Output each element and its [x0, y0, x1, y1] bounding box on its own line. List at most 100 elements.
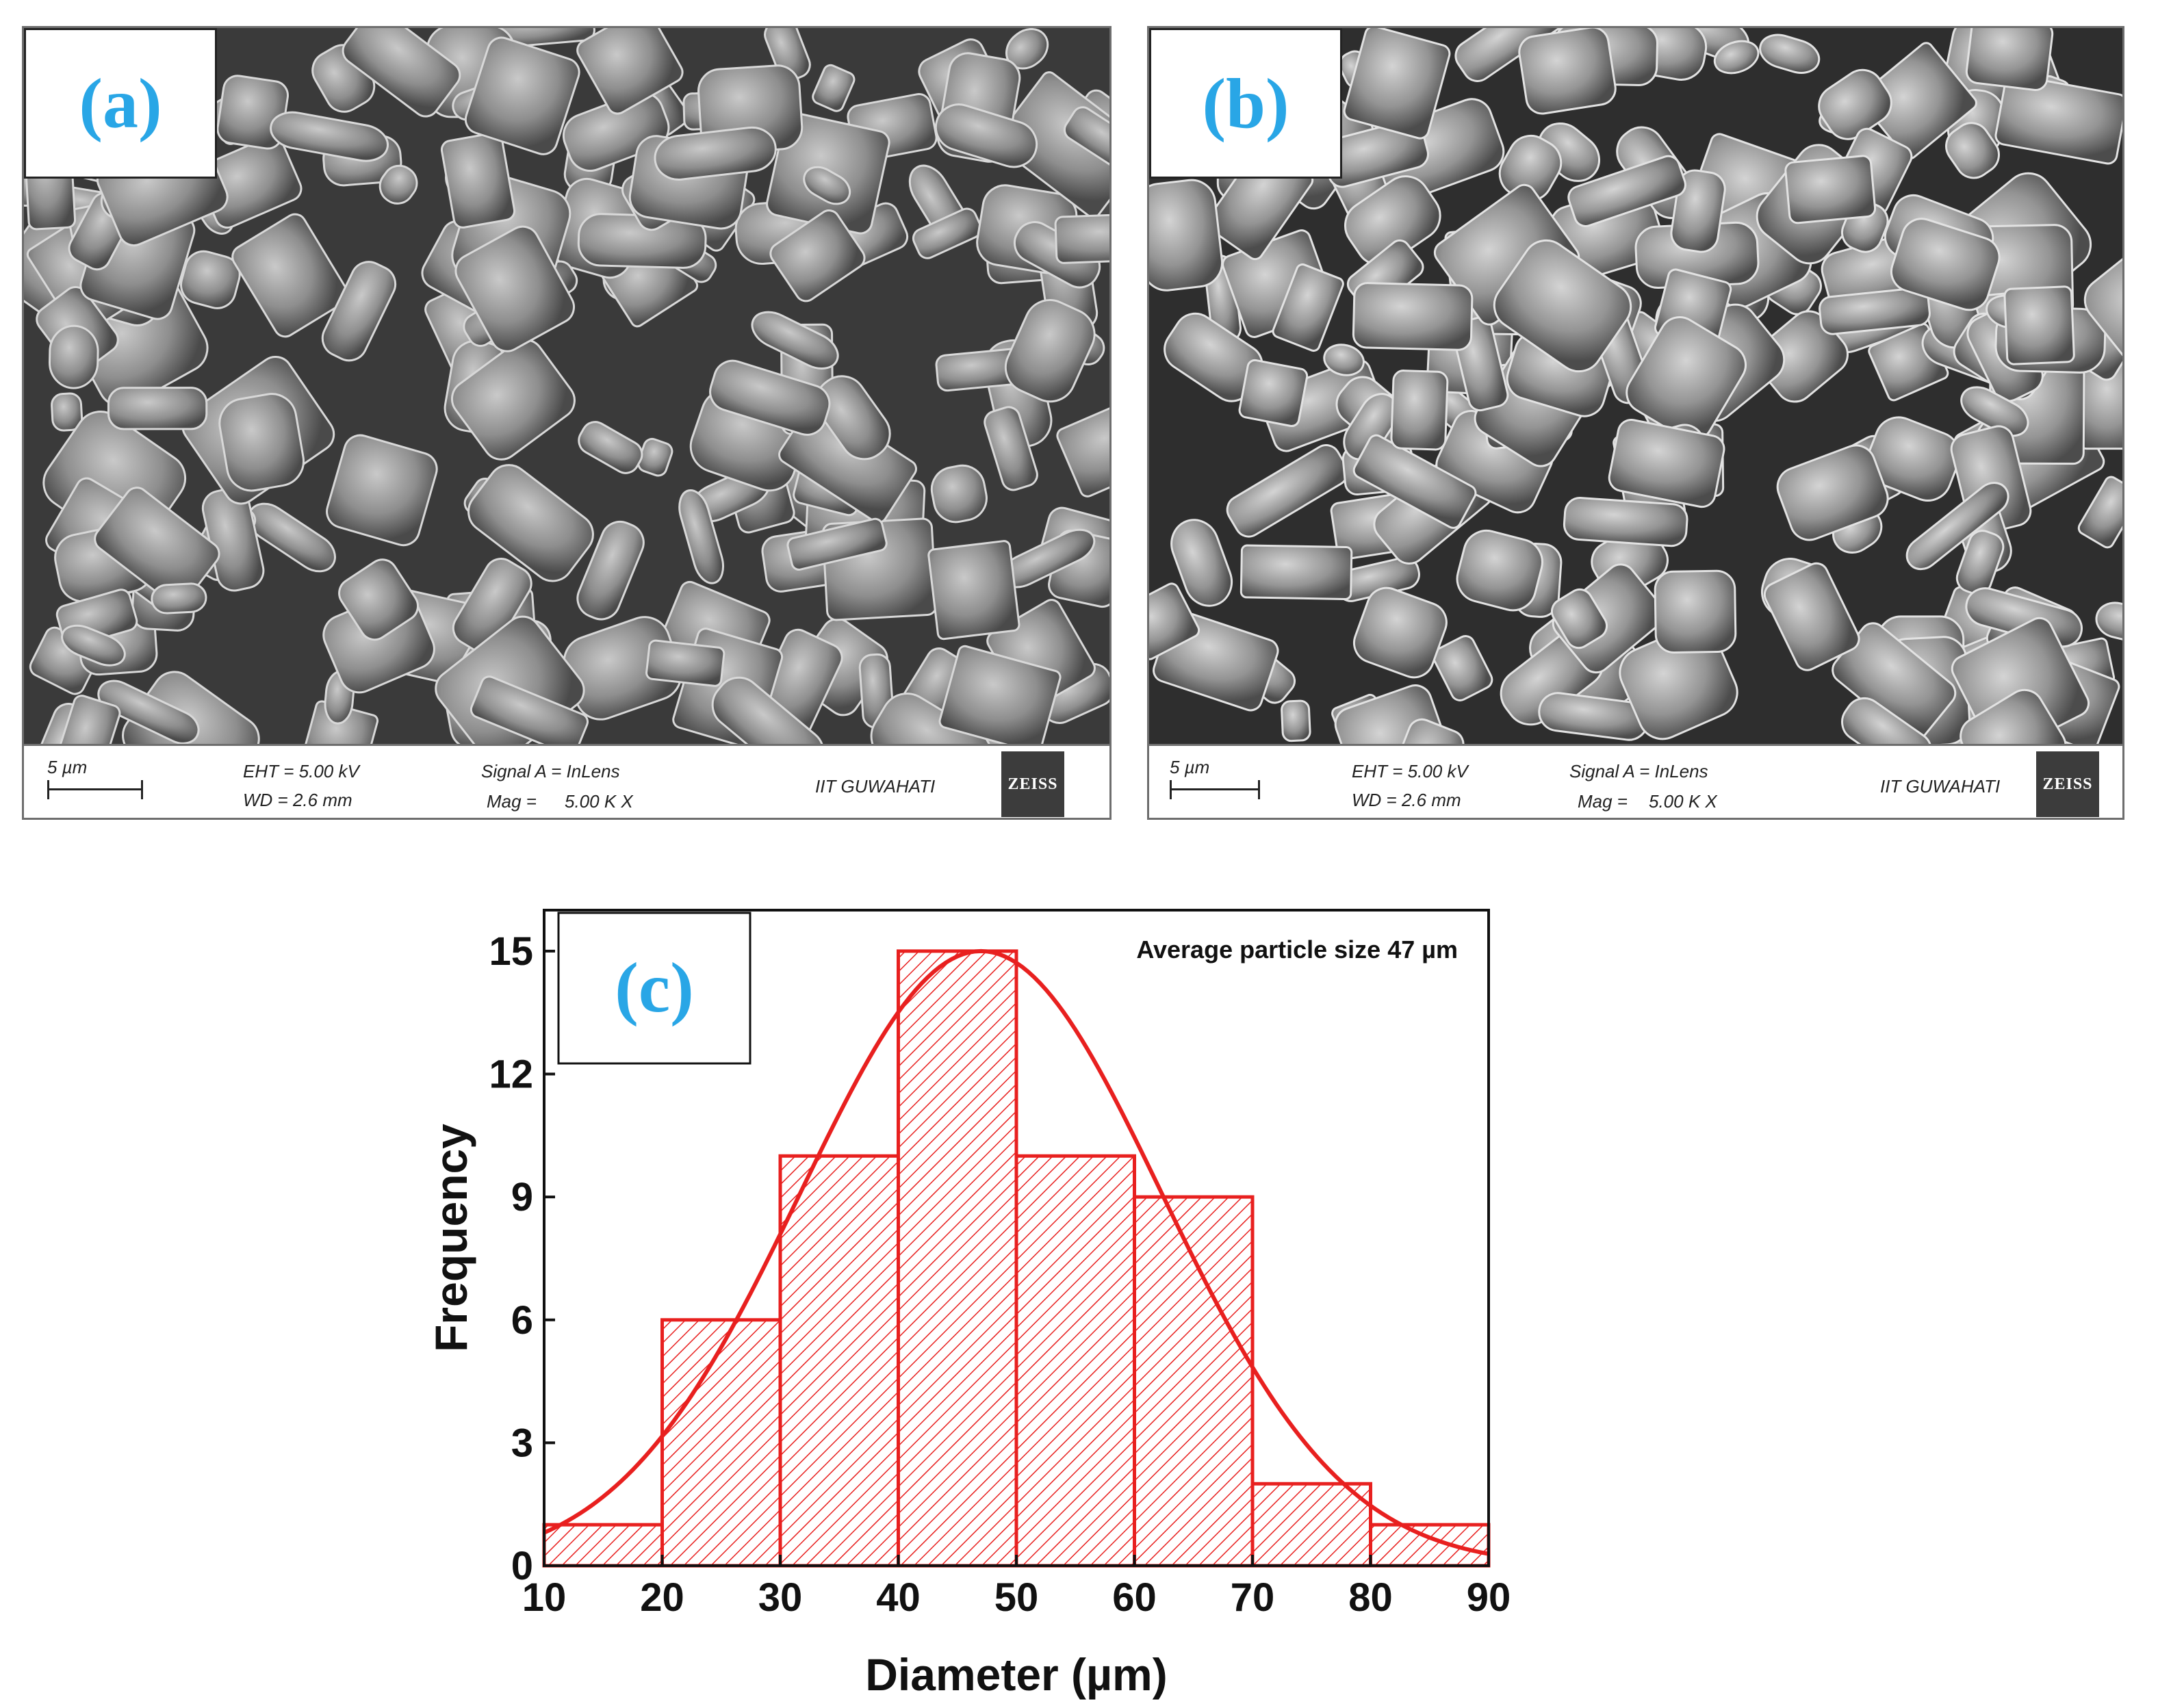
grain-particle	[1272, 263, 1344, 352]
y-tick-label: 0	[511, 1544, 533, 1588]
grain-particle	[450, 339, 576, 461]
grain-particle	[1493, 239, 1632, 373]
sem-micrograph-a	[24, 28, 1109, 744]
grain-particle	[1064, 106, 1109, 177]
grain-particle	[803, 166, 851, 205]
x-tick-label: 50	[994, 1575, 1039, 1620]
grain-particle	[49, 324, 99, 389]
grain-particle	[927, 540, 1020, 641]
grain-particle	[338, 558, 420, 641]
histogram-bar	[1014, 1154, 1136, 1568]
grain-particle	[97, 680, 200, 744]
y-axis-label: Frequency	[426, 1124, 476, 1352]
grain-particle	[151, 582, 207, 615]
grain-particle	[709, 359, 831, 436]
grain-particle	[1004, 298, 1096, 403]
grain-particle	[2003, 285, 2075, 365]
grain-particle	[1784, 155, 1877, 224]
histogram-bars	[542, 949, 1491, 1568]
grain-particle	[1433, 635, 1493, 701]
grain-particle	[812, 64, 856, 112]
grain-particle	[1955, 530, 2005, 595]
grain-particle	[1456, 529, 1543, 612]
signal-text: Signal A = InLens	[1569, 761, 1708, 781]
grain-particle	[1960, 386, 2029, 437]
grain-particle	[467, 464, 594, 582]
x-tick-label: 30	[758, 1575, 803, 1620]
grain-particle	[984, 406, 1038, 491]
grain-particle	[342, 28, 461, 118]
grain-particle	[1759, 34, 1821, 74]
grain-particle	[1518, 28, 1617, 115]
scale-bar	[47, 788, 143, 790]
grain-particle	[1890, 218, 2001, 311]
x-tick-label: 80	[1348, 1575, 1393, 1620]
sem-micrograph-b	[1149, 28, 2122, 744]
grain-particle	[231, 213, 349, 338]
scale-bar-tick	[47, 780, 49, 799]
scale-bar-label: 5 µm	[47, 757, 88, 777]
grain-particle	[1608, 418, 1725, 508]
grain-particle	[1563, 497, 1688, 547]
institute-text: IIT GUWAHATI	[1880, 776, 2001, 797]
scale-bar-tick	[141, 780, 143, 799]
mag-label: Mag =	[1578, 791, 1628, 812]
grain-particle	[934, 103, 1038, 168]
histogram-bar	[1250, 1482, 1372, 1568]
x-tick-label: 90	[1467, 1575, 1511, 1620]
grain-particle	[1056, 390, 1109, 497]
sem-panel-b: (b) 5 µm EHT = 5.00 kV WD = 2.6 mm Signa…	[1147, 26, 2124, 820]
grain-particle	[51, 695, 121, 744]
y-tick-label: 3	[511, 1421, 533, 1465]
sem-info-bar-b: 5 µm EHT = 5.00 kV WD = 2.6 mm Signal A …	[1149, 744, 2122, 818]
grain-particle	[1550, 588, 1608, 649]
grain-particle	[1226, 444, 1349, 538]
sem-panel-a: (a) 5 µm EHT = 5.00 kV WD = 2.6 mm Signa…	[22, 26, 1112, 820]
grain-particle	[378, 164, 418, 205]
zeiss-logo: ZEISS	[2036, 751, 2099, 817]
grain-particle	[51, 392, 83, 432]
grain-particle	[994, 71, 1109, 219]
grain-particle	[578, 421, 643, 474]
grain-particle	[1763, 562, 1860, 671]
grain-particle	[645, 639, 725, 687]
histogram-bar	[542, 1523, 664, 1568]
y-tick-label: 15	[489, 929, 533, 974]
scale-bar-label: 5 µm	[1170, 757, 1210, 777]
grain-particle	[654, 126, 777, 181]
x-axis-label: Diameter (µm)	[865, 1649, 1167, 1700]
histogram-bar	[897, 949, 1018, 1568]
grain-particle	[576, 28, 684, 115]
grain-particle	[938, 645, 1062, 744]
brand-text: ZEISS	[1007, 775, 1058, 793]
panel-label-box-c	[557, 912, 751, 1065]
grain-particle	[1390, 370, 1449, 451]
grain-particle	[930, 464, 988, 524]
grain-particle	[321, 261, 397, 362]
y-tick-label: 6	[511, 1298, 533, 1343]
grain-particle	[1994, 74, 2122, 165]
panel-label-c: (c)	[615, 948, 693, 1027]
grain-particle	[1905, 482, 2009, 571]
grain-particle	[1776, 444, 1889, 541]
grain-particle	[2077, 476, 2122, 549]
panel-label-a: (a)	[79, 64, 162, 143]
panel-label-box-a: (a)	[24, 28, 217, 179]
grain-particle	[218, 393, 305, 492]
histogram-bar	[1369, 1523, 1491, 1568]
grain-particle	[815, 375, 891, 461]
grain-particle	[1841, 697, 1933, 744]
histogram-bar	[778, 1154, 900, 1568]
y-axis-ticks: 0 3 6 9 12 15	[489, 929, 555, 1588]
grain-particle	[464, 36, 580, 155]
grain-particle	[1818, 68, 1892, 140]
grain-particle	[1343, 393, 1399, 461]
grain-particle	[1343, 28, 1451, 140]
grain-particle	[786, 517, 888, 571]
grain-particle	[180, 250, 241, 309]
mag-label: Mag =	[487, 791, 537, 812]
wd-text: WD = 2.6 mm	[243, 790, 352, 810]
grain-particle	[1819, 287, 1931, 335]
grain-particle	[751, 311, 839, 370]
grain-particle	[270, 111, 389, 162]
